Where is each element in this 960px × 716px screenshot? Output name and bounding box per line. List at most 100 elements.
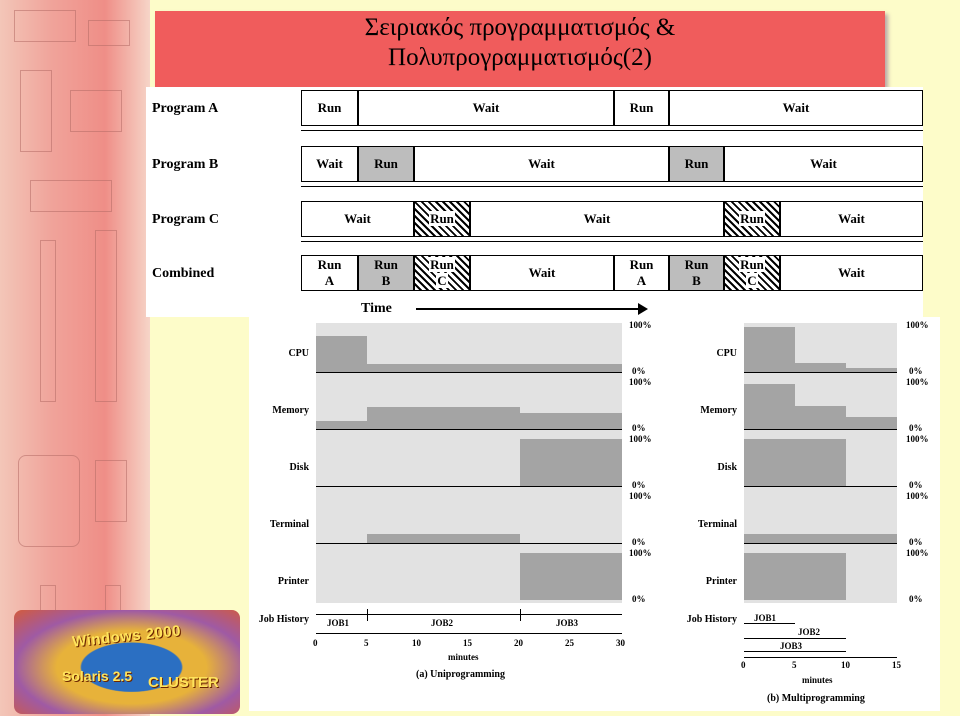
time-arrow-icon — [416, 303, 648, 315]
multi-job2-line — [744, 638, 846, 639]
multi-sep-2 — [744, 429, 897, 430]
uni-label-printer: Printer — [277, 576, 309, 587]
combined-run-a-1: Run A — [301, 255, 358, 291]
divider-c — [301, 241, 923, 242]
multi-job1-line — [744, 623, 795, 624]
multi-label-terminal: Terminal — [697, 519, 737, 530]
uni-terminal-bar — [367, 534, 520, 543]
multi-sep-3 — [744, 486, 897, 487]
slide-title-box: Σειριακός προγραμματισμός & Πολυπρογραμμ… — [155, 11, 885, 87]
a-run-2: Run — [614, 90, 669, 126]
combined-run-c-2-l2: C — [746, 273, 758, 288]
multi-pct-0-1: 0% — [909, 366, 923, 376]
multi-label-job-history: Job History — [686, 614, 737, 625]
uni-pct-100-1: 100% — [629, 320, 652, 330]
b-wait-2: Wait — [414, 146, 669, 182]
combined-run-c-2-l1: Run — [739, 257, 765, 272]
b-wait-1: Wait — [301, 146, 358, 182]
multi-cpu-bar-2 — [795, 363, 846, 372]
c-run-1-label: Run — [429, 211, 455, 226]
uni-sep-1 — [316, 372, 622, 373]
logo-text-cluster: CLUSTER — [148, 674, 219, 691]
multi-pct-100-4: 100% — [906, 491, 929, 501]
timing-diagram: Program A Program B Program C Combined R… — [146, 87, 923, 317]
multi-pct-0-3: 0% — [909, 480, 923, 490]
combined-run-c-2: Run C — [724, 255, 780, 291]
multi-job1: JOB1 — [754, 613, 777, 623]
uni-pct-0-5: 0% — [632, 594, 646, 604]
divider-a — [301, 130, 923, 131]
b-run-1: Run — [358, 146, 414, 182]
uni-pct-0-4: 0% — [632, 537, 646, 547]
c-run-2-label: Run — [739, 211, 765, 226]
uni-label-disk: Disk — [289, 462, 309, 473]
c-run-2: Run — [724, 201, 780, 237]
multi-mem-bar-1 — [744, 384, 795, 429]
uni-tick-25: 25 — [565, 638, 574, 648]
uni-label-terminal: Terminal — [269, 519, 309, 530]
c-wait-2: Wait — [470, 201, 724, 237]
combined-run-c-1-l2: C — [436, 273, 448, 288]
uni-printer-bar — [520, 553, 622, 600]
slide-title-line1: Σειριακός προγραμματισμός & — [364, 14, 676, 41]
multi-job3: JOB3 — [780, 641, 803, 651]
combined-run-b-2-l1: Run — [684, 257, 709, 272]
uni-tick-15: 15 — [463, 638, 472, 648]
multi-tick-15: 15 — [892, 660, 901, 670]
uni-caption: (a) Uniprogramming — [416, 669, 505, 680]
label-program-a: Program A — [152, 101, 219, 116]
uni-job-tick-20 — [520, 609, 521, 621]
uni-mem-bar-2 — [367, 407, 520, 429]
multi-sep-1 — [744, 372, 897, 373]
uni-pct-100-2: 100% — [629, 377, 652, 387]
uni-xlabel: minutes — [448, 652, 479, 662]
uni-job-arrow — [316, 614, 622, 615]
uni-cpu-bar-rest — [367, 364, 622, 372]
combined-run-c-1-l1: Run — [429, 257, 455, 272]
multi-tick-10: 10 — [841, 660, 850, 670]
uni-pct-0-2: 0% — [632, 423, 646, 433]
divider-b — [301, 186, 923, 187]
uni-job1: JOB1 — [327, 618, 350, 628]
utilization-figure: CPU Memory Disk Terminal Printer Job His… — [249, 317, 940, 711]
combined-run-c-1: Run C — [414, 255, 470, 291]
multi-mem-bar-3 — [846, 417, 897, 429]
multi-job3-line — [744, 651, 846, 652]
logo-text-windows: Windows 2000 — [71, 622, 182, 651]
combined-run-a-2-l1: Run — [629, 257, 654, 272]
time-label: Time — [361, 301, 392, 316]
multi-printer-bar — [744, 553, 846, 600]
multi-pct-0-4: 0% — [909, 537, 923, 547]
multi-label-disk: Disk — [717, 462, 737, 473]
uni-tick-30: 30 — [616, 638, 625, 648]
uni-mem-bar-1 — [316, 421, 367, 429]
a-run-1: Run — [301, 90, 358, 126]
multi-tick-5: 5 — [792, 660, 797, 670]
multi-label-cpu: CPU — [716, 348, 737, 359]
uni-sep-3 — [316, 486, 622, 487]
multi-sep-4 — [744, 543, 897, 544]
combined-wait-2: Wait — [780, 255, 923, 291]
a-wait-1: Wait — [358, 90, 614, 126]
multi-label-memory: Memory — [700, 405, 737, 416]
combined-run-a-1-l1: Run — [317, 257, 342, 272]
multi-xlabel: minutes — [802, 675, 833, 685]
uni-job3: JOB3 — [556, 618, 579, 628]
multi-cpu-bar-3 — [846, 368, 897, 372]
uni-pct-0-3: 0% — [632, 480, 646, 490]
multi-pct-100-3: 100% — [906, 434, 929, 444]
combined-run-a-1-l2: A — [324, 273, 335, 288]
multi-x-axis — [744, 657, 897, 658]
label-combined: Combined — [152, 266, 215, 281]
uni-tick-10: 10 — [412, 638, 421, 648]
c-wait-1: Wait — [301, 201, 414, 237]
multi-terminal-bar — [744, 534, 897, 543]
a-wait-2: Wait — [669, 90, 923, 126]
label-program-c: Program C — [152, 212, 219, 227]
combined-run-b-2-l2: B — [692, 273, 701, 288]
b-wait-3: Wait — [724, 146, 923, 182]
b-run-2: Run — [669, 146, 724, 182]
uni-label-cpu: CPU — [288, 348, 309, 359]
combined-wait-1: Wait — [470, 255, 614, 291]
uni-job-tick-5 — [367, 609, 368, 621]
